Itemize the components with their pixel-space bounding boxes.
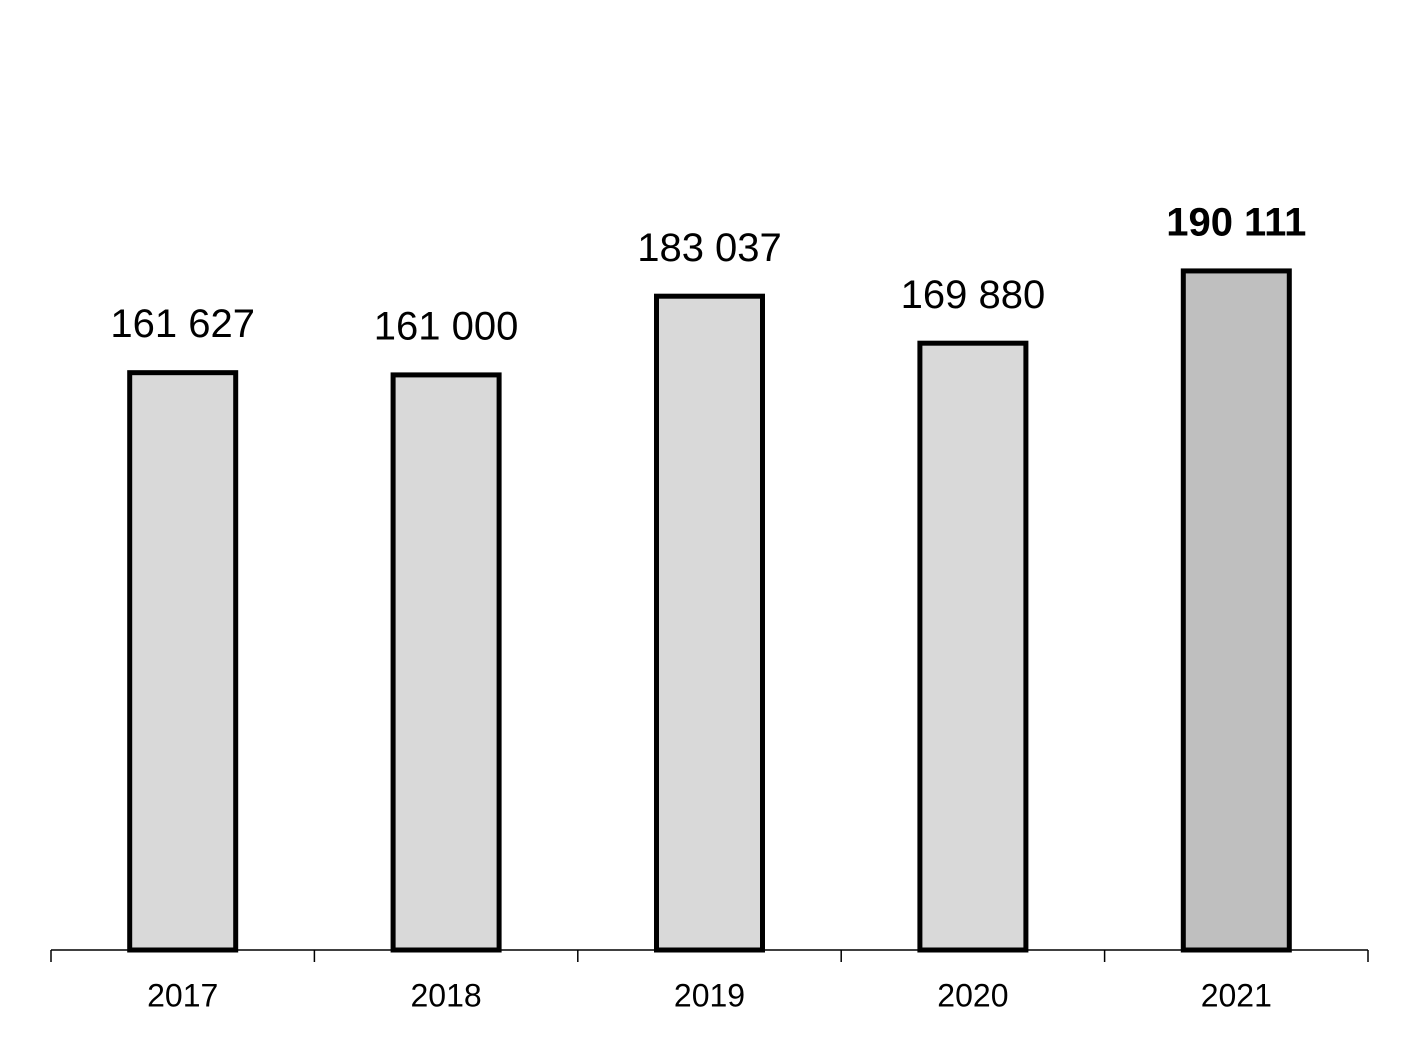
value-label: 169 880 — [901, 273, 1046, 317]
bar — [917, 340, 1029, 953]
x-tick-label: 2018 — [411, 977, 482, 1013]
value-label: 161 627 — [110, 302, 255, 346]
bar — [390, 372, 502, 953]
bar — [654, 293, 765, 953]
bar — [127, 370, 239, 953]
bar — [1180, 268, 1292, 953]
value-label: 190 111 — [1166, 200, 1306, 244]
value-label: 161 000 — [374, 304, 519, 348]
x-tick-label: 2017 — [147, 977, 218, 1013]
x-tick-label: 2021 — [1201, 977, 1272, 1013]
x-tick-label: 2019 — [674, 977, 745, 1013]
value-label: 183 037 — [637, 226, 782, 270]
x-tick-label: 2020 — [937, 977, 1008, 1013]
